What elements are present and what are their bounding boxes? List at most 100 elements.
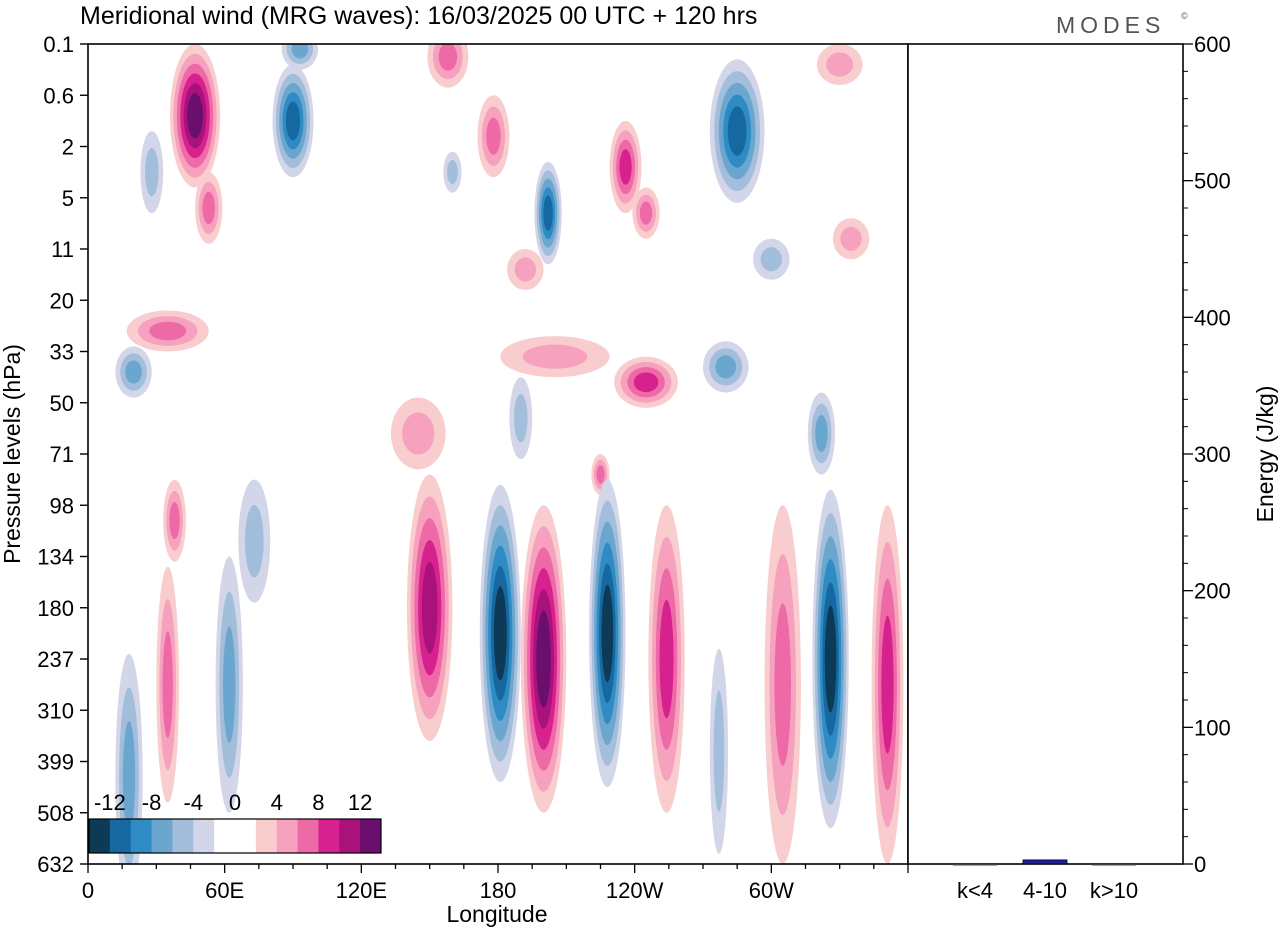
y-tick-label: 5 (62, 186, 74, 211)
contour-feature (170, 44, 221, 188)
contour-feature (709, 59, 765, 203)
contour-level (881, 615, 894, 754)
y-tick-label: 0.1 (43, 32, 74, 57)
contour-feature (709, 648, 729, 854)
contour-level (223, 626, 236, 743)
y-tick-label: 180 (37, 596, 74, 621)
contour-level (291, 44, 309, 59)
colorbar-label: 12 (348, 790, 372, 815)
x-axis-ticks: 0 60E 120E 180 120W 60W (82, 864, 909, 903)
colorbar: -12 -8 -4 0 4 8 12 (88, 790, 382, 854)
contour-feature (443, 151, 462, 193)
contour-feature (427, 44, 469, 88)
contour-level (727, 106, 747, 156)
contour-feature (115, 346, 152, 398)
colorbar-cell (255, 819, 278, 853)
energy-axis-ticks: 0 100 200 300 400 500 600 (1183, 32, 1231, 877)
energy-category-label: k>10 (1090, 878, 1138, 903)
y-tick-label: 310 (37, 698, 74, 723)
energy-categories: k<4 4-10 k>10 (957, 878, 1138, 903)
colorbar-cell (297, 819, 319, 853)
contour-level (633, 372, 659, 393)
y-tick-label: 0.6 (43, 83, 74, 108)
energy-axis-label: Energy (J/kg) (1252, 386, 1278, 523)
contour-feature (534, 161, 562, 265)
contour-feature (215, 556, 243, 813)
energy-tick-label: 500 (1194, 169, 1231, 194)
modes-logo-mark: © (1181, 11, 1188, 21)
y-tick-label: 632 (37, 852, 74, 877)
heatmap-plot: 0.1 0.6 2 5 11 20 33 50 71 98 134 180 237 310 399 508 63… (0, 32, 909, 927)
contour-level (202, 191, 215, 225)
contour-level (639, 201, 653, 225)
contour-level (125, 360, 142, 384)
contour-feature (816, 44, 863, 85)
contour-level (145, 147, 159, 197)
x-axis-label: Longitude (446, 901, 547, 927)
contour-level (421, 561, 438, 654)
contour-level (162, 631, 173, 739)
x-tick-label: 120E (336, 878, 387, 903)
contour-feature (753, 238, 790, 280)
modes-logo-text: MODES (1056, 12, 1165, 38)
contour-level (486, 117, 501, 155)
contour-feature (614, 356, 678, 408)
contour-feature (406, 474, 453, 741)
colorbar-label: -8 (142, 790, 162, 815)
energy-tick-label: 600 (1194, 32, 1231, 57)
energy-tick-label: 300 (1194, 442, 1231, 467)
contour-feature (390, 397, 446, 470)
energy-bars (953, 859, 1136, 866)
contour-feature (703, 341, 749, 393)
y-tick-label: 237 (37, 647, 74, 672)
chart-title: Meridional wind (MRG waves): 16/03/2025 … (80, 2, 757, 30)
colorbar-cell (109, 819, 132, 853)
y-axis-ticks: 0.1 0.6 2 5 11 20 33 50 71 98 134 180 237 310 399 508 63… (37, 32, 88, 877)
energy-tick-label: 100 (1194, 715, 1231, 740)
contour-level (543, 195, 553, 231)
y-tick-label: 399 (37, 750, 74, 775)
colorbar-label: -12 (94, 790, 126, 815)
contour-feature (140, 131, 164, 214)
colorbar-label: -4 (184, 790, 204, 815)
contour-level (826, 52, 854, 77)
contour-level (447, 160, 458, 185)
colorbar-cell (360, 819, 382, 853)
colorbar-label: 0 (229, 790, 241, 815)
contour-level (713, 690, 725, 812)
colorbar-cell (130, 819, 153, 853)
contour-feature (807, 392, 836, 475)
contour-feature (477, 95, 510, 178)
contour-feature (163, 479, 186, 562)
colorbar-cells (89, 819, 382, 853)
contour-level (774, 603, 791, 766)
colorbar-cell (214, 819, 236, 853)
colorbar-labels: -12 -8 -4 0 4 8 12 (94, 790, 372, 815)
contour-feature (632, 187, 660, 239)
contour-level (402, 412, 435, 455)
x-tick-label: 0 (82, 878, 94, 903)
contour-feature (272, 64, 314, 178)
x-tick-label: 180 (480, 878, 517, 903)
y-axis-label: Pressure levels (hPa) (0, 344, 25, 564)
colorbar-cell (193, 819, 215, 853)
y-tick-label: 134 (37, 545, 74, 570)
colorbar-frame (88, 818, 382, 854)
energy-tick-label: 0 (1194, 852, 1206, 877)
colorbar-cell (235, 819, 257, 853)
contour-feature (871, 505, 904, 864)
contour-feature (507, 249, 544, 290)
colorbar-cell (151, 819, 173, 853)
contour-level (824, 605, 837, 713)
contour-level (169, 502, 180, 540)
contour-feature (479, 484, 521, 782)
colorbar-cell (89, 819, 111, 853)
energy-bar-panel: 0 100 200 300 400 500 600 k<4 4-10 k>10 Energy (… (907, 32, 1278, 903)
contour-level (601, 584, 614, 683)
colorbar-cell (339, 819, 361, 853)
contour-feature (520, 505, 567, 813)
contour-level (619, 149, 632, 185)
y-tick-label: 50 (50, 391, 74, 416)
contour-level (493, 586, 507, 681)
